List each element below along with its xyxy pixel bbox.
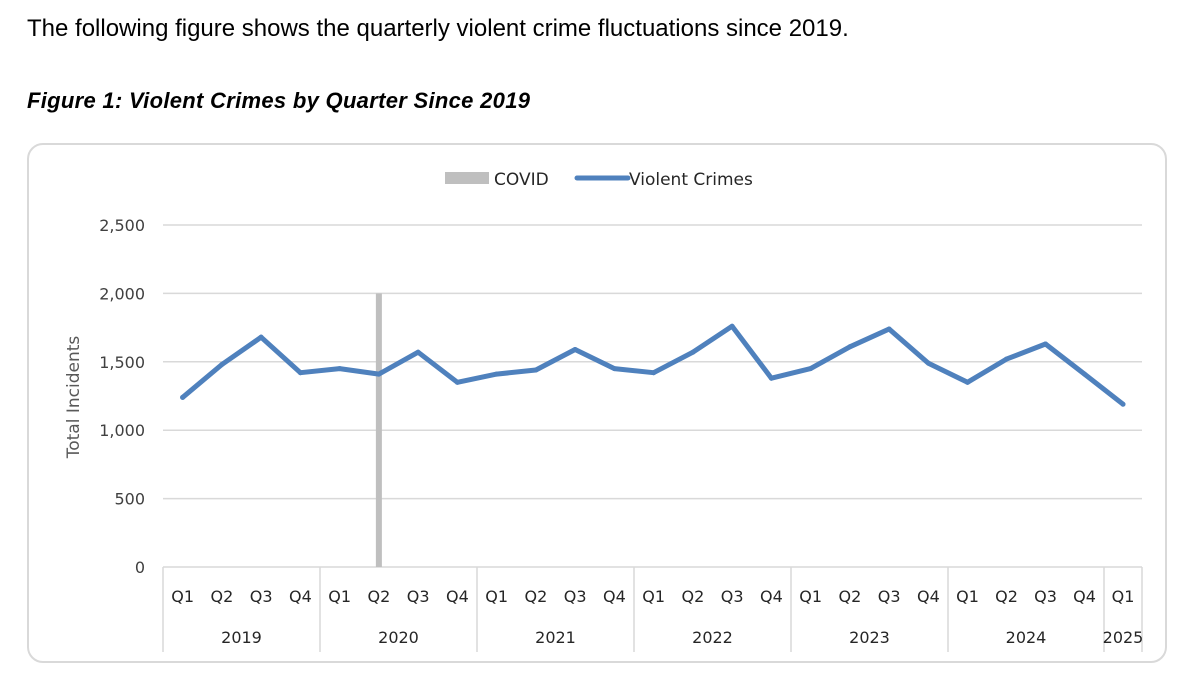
quarter-label: Q4 <box>603 587 626 606</box>
y-tick-label: 1,500 <box>99 353 145 372</box>
data-point <box>258 334 264 340</box>
quarter-label: Q1 <box>485 587 508 606</box>
figure-caption: Figure 1: Violent Crimes by Quarter Sinc… <box>27 88 531 113</box>
data-point <box>651 370 657 376</box>
y-tick-label: 1,000 <box>99 421 145 440</box>
y-tick-label: 2,500 <box>99 216 145 235</box>
quarter-label: Q3 <box>407 587 430 606</box>
data-point <box>297 370 303 376</box>
quarter-label: Q1 <box>1112 587 1135 606</box>
y-tick-label: 500 <box>114 490 145 509</box>
data-point <box>533 367 539 373</box>
data-point <box>808 366 814 372</box>
quarter-label: Q3 <box>1034 587 1057 606</box>
year-label: 2020 <box>378 628 419 647</box>
y-tick-label: 2,000 <box>99 284 145 303</box>
covid-bar <box>375 293 382 567</box>
quarter-label: Q3 <box>250 587 273 606</box>
quarter-label: Q3 <box>564 587 587 606</box>
quarter-label: Q1 <box>956 587 979 606</box>
data-point <box>925 360 931 366</box>
chart-frame <box>27 143 1167 663</box>
y-tick-label: 0 <box>135 558 145 577</box>
data-point <box>729 323 735 329</box>
violent-crimes-line <box>180 323 1126 407</box>
data-point <box>886 326 892 332</box>
year-label: 2019 <box>221 628 262 647</box>
data-point <box>690 349 696 355</box>
quarter-label: Q1 <box>799 587 822 606</box>
quarter-label: Q4 <box>289 587 312 606</box>
y-axis-label: Total Incidents <box>64 336 84 460</box>
quarter-label: Q3 <box>721 587 744 606</box>
data-point <box>494 371 500 377</box>
year-label: 2022 <box>692 628 733 647</box>
intro-text: The following figure shows the quarterly… <box>27 15 849 42</box>
year-label: 2023 <box>849 628 890 647</box>
legend-covid-label: COVID <box>494 170 549 190</box>
data-point <box>572 346 578 352</box>
data-point <box>219 362 225 368</box>
year-label: 2024 <box>1006 628 1047 647</box>
quarter-label: Q2 <box>524 587 547 606</box>
legend-series-label: Violent Crimes <box>629 170 753 190</box>
quarter-label: Q1 <box>642 587 665 606</box>
data-point <box>1082 371 1087 377</box>
data-point <box>1120 401 1126 407</box>
data-point <box>337 366 343 372</box>
year-label: 2021 <box>535 628 576 647</box>
data-point <box>965 379 970 385</box>
quarter-label: Q2 <box>367 587 390 606</box>
quarter-label: Q1 <box>171 587 194 606</box>
quarter-label: Q2 <box>838 587 861 606</box>
data-point <box>611 366 617 372</box>
data-point <box>376 371 382 377</box>
quarter-label: Q4 <box>760 587 783 606</box>
quarter-label: Q4 <box>1073 587 1096 606</box>
legend-covid-swatch <box>445 172 489 184</box>
quarter-label: Q2 <box>210 587 233 606</box>
data-point <box>768 375 774 381</box>
quarter-label: Q4 <box>446 587 469 606</box>
quarter-label: Q4 <box>917 587 940 606</box>
data-point <box>1043 341 1048 347</box>
quarter-label: Q3 <box>878 587 901 606</box>
year-label: 2025 <box>1103 628 1144 647</box>
data-point <box>454 379 460 385</box>
data-point <box>1004 356 1009 362</box>
quarter-label: Q1 <box>328 587 351 606</box>
data-point <box>180 394 186 400</box>
data-point <box>847 344 853 350</box>
quarter-label: Q2 <box>995 587 1018 606</box>
data-point <box>415 349 421 355</box>
quarter-label: Q2 <box>681 587 704 606</box>
